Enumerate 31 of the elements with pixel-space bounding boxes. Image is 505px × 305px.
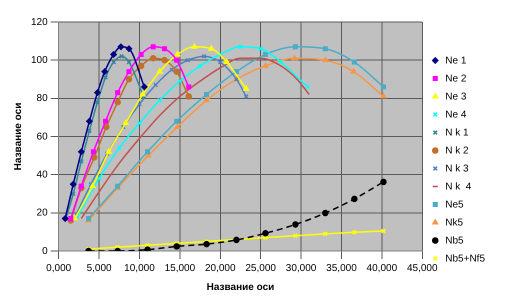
x-tick-label: 35,000 [326, 262, 358, 274]
x-tick-label: 5,000 [86, 262, 112, 274]
x-tick-label: 30,000 [286, 262, 317, 274]
x-axis-title: Название оси [206, 282, 274, 293]
legend-label: Ne 2 [445, 73, 467, 84]
x-tick-label: 20,000 [204, 262, 236, 274]
y-tick-label: 40 [36, 169, 48, 180]
y-tick-label: 80 [36, 93, 48, 104]
legend-label: Ne 4 [445, 109, 467, 120]
legend-label: Nk5 [445, 217, 464, 228]
y-tick-label: 60 [36, 131, 48, 142]
legend-label: Ne 1 [445, 55, 467, 66]
y-tick-label: 20 [36, 208, 48, 219]
legend-label: N k 1 [445, 127, 470, 138]
legend-label: Ne5 [445, 199, 464, 210]
x-tick-label: 0,000 [46, 262, 72, 274]
x-tick-label: 45,000 [406, 262, 438, 274]
y-tick-label: 120 [30, 16, 48, 28]
legend-label: N k 2 [445, 145, 470, 156]
x-tick-label: 40,000 [366, 262, 398, 274]
legend-label: Ne 3 [445, 91, 467, 102]
legend-label: Nb5 [445, 235, 464, 246]
y-tick-label: 100 [30, 54, 48, 66]
legend-label: N k 4 [445, 181, 472, 192]
x-tick-label: 10,000 [124, 262, 156, 274]
x-tick-label: 25,000 [245, 262, 276, 274]
y-axis-title: Название оси [12, 102, 24, 170]
legend-label: N k 3 [445, 163, 470, 174]
x-tick-label: 15,000 [164, 262, 196, 274]
legend-label: Nb5+Nf5 [445, 253, 486, 264]
y-tick-label: 0 [42, 246, 48, 257]
